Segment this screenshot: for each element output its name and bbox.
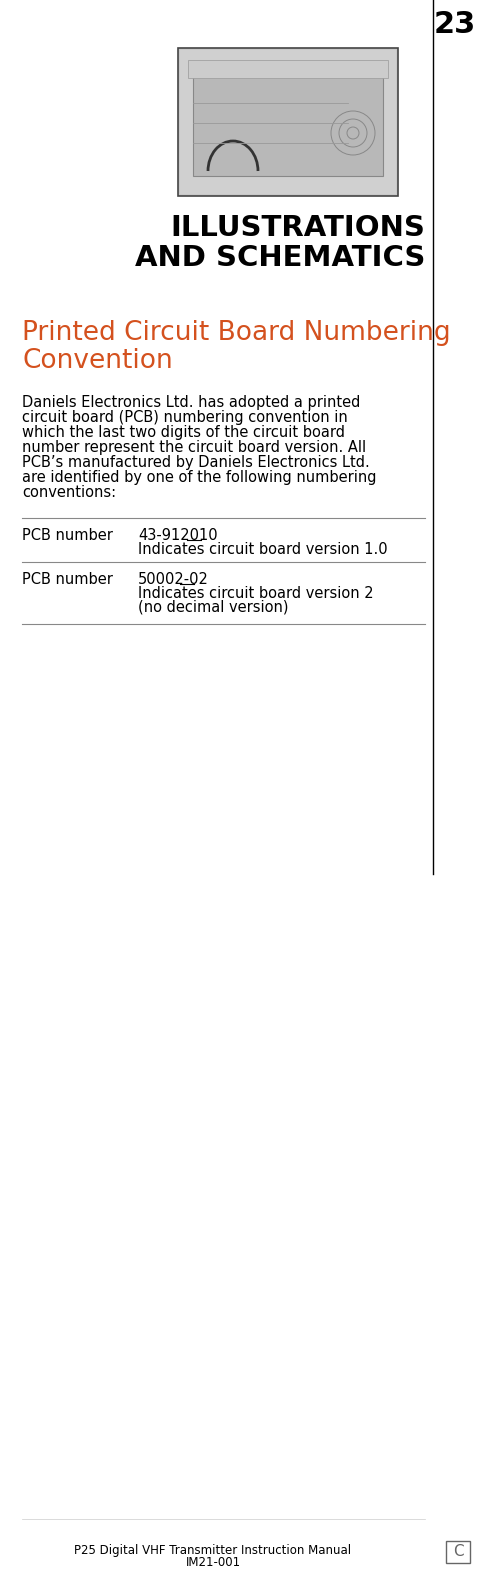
Bar xyxy=(188,60,388,79)
Text: PCB number: PCB number xyxy=(22,527,113,543)
Text: (no decimal version): (no decimal version) xyxy=(138,600,288,615)
Text: P25 Digital VHF Transmitter Instruction Manual: P25 Digital VHF Transmitter Instruction … xyxy=(75,1544,351,1557)
Text: number represent the circuit board version. All: number represent the circuit board versi… xyxy=(22,441,366,455)
Text: which the last two digits of the circuit board: which the last two digits of the circuit… xyxy=(22,425,345,441)
Bar xyxy=(180,50,396,194)
Text: Convention: Convention xyxy=(22,348,173,375)
Text: circuit board (PCB) numbering convention in: circuit board (PCB) numbering convention… xyxy=(22,409,348,425)
Text: 23: 23 xyxy=(434,9,476,39)
Text: AND SCHEMATICS: AND SCHEMATICS xyxy=(135,244,425,272)
Text: 50002-02: 50002-02 xyxy=(138,571,209,587)
Bar xyxy=(446,1541,470,1563)
Text: C: C xyxy=(453,1544,463,1560)
Bar xyxy=(193,63,383,176)
Text: are identified by one of the following numbering: are identified by one of the following n… xyxy=(22,471,377,485)
Text: Indicates circuit board version 2: Indicates circuit board version 2 xyxy=(138,586,374,601)
Text: PCB number: PCB number xyxy=(22,571,113,587)
Text: Daniels Electronics Ltd. has adopted a printed: Daniels Electronics Ltd. has adopted a p… xyxy=(22,395,361,409)
Bar xyxy=(178,47,398,197)
Text: PCB’s manufactured by Daniels Electronics Ltd.: PCB’s manufactured by Daniels Electronic… xyxy=(22,455,370,471)
Text: ILLUSTRATIONS: ILLUSTRATIONS xyxy=(170,214,425,242)
Text: 43-912010: 43-912010 xyxy=(138,527,218,543)
Text: Printed Circuit Board Numbering: Printed Circuit Board Numbering xyxy=(22,320,451,346)
Text: conventions:: conventions: xyxy=(22,485,116,501)
Text: IM21-001: IM21-001 xyxy=(185,1557,241,1569)
Text: Indicates circuit board version 1.0: Indicates circuit board version 1.0 xyxy=(138,541,388,557)
